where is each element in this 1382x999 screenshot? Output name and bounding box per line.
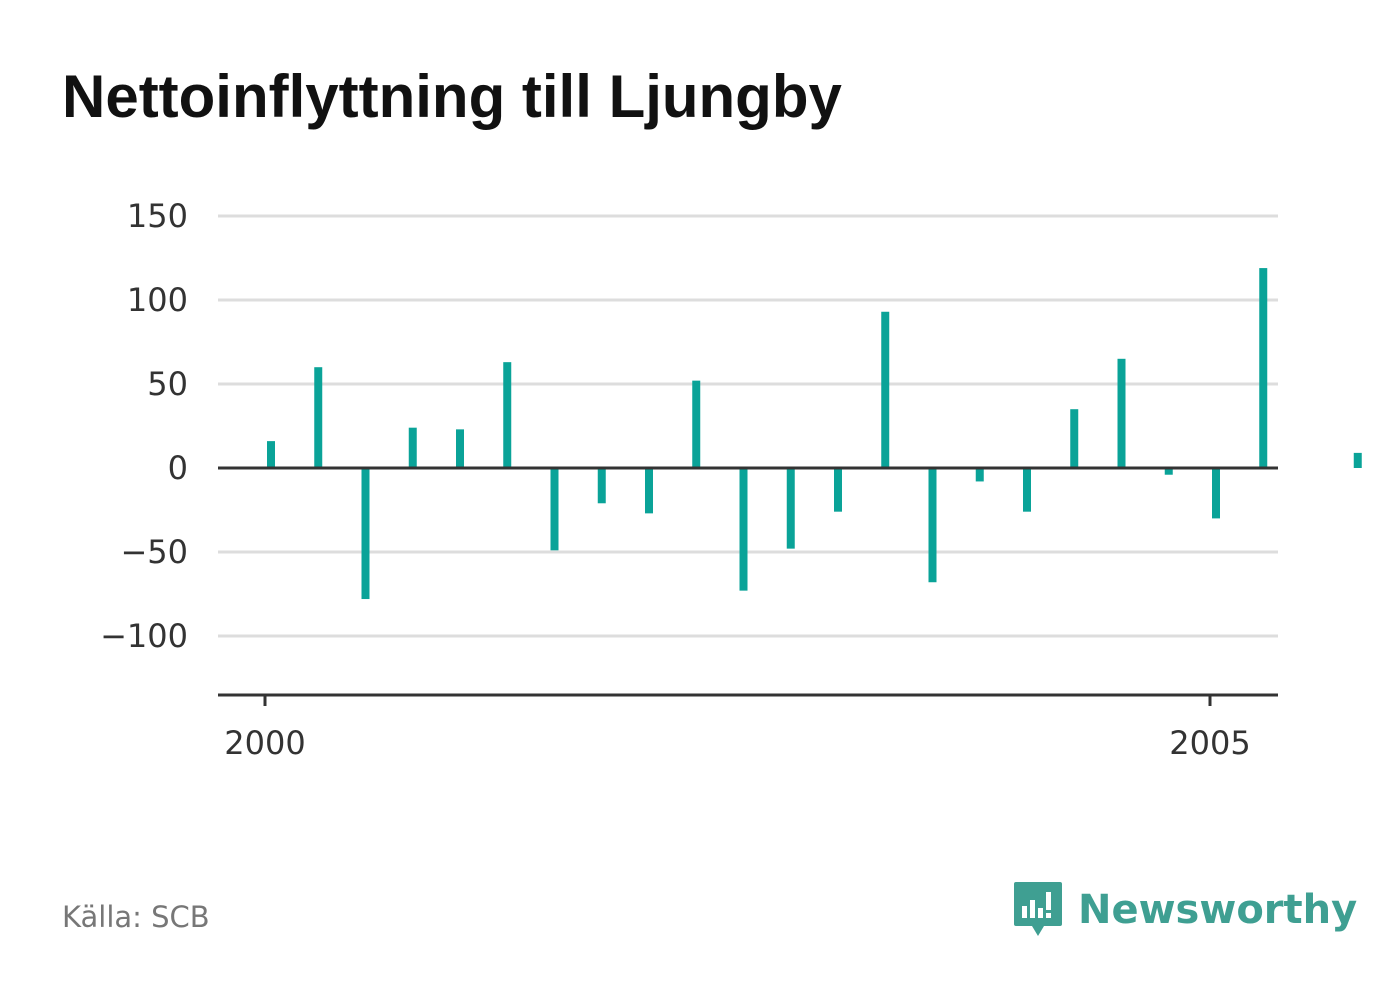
- bar: [550, 468, 559, 551]
- grid-lines: [218, 214, 1278, 638]
- brand-logo[interactable]: Newsworthy: [1012, 880, 1357, 940]
- bar: [267, 441, 275, 468]
- y-tick-label: 50: [147, 365, 188, 403]
- y-tick-label: 0: [168, 449, 188, 487]
- bar: [1023, 468, 1031, 512]
- bar: [1164, 468, 1173, 475]
- bar: [456, 429, 464, 468]
- chart-title: Nettoinflyttning till Ljungby: [62, 63, 842, 130]
- bar: [928, 468, 937, 583]
- bar: [503, 362, 512, 468]
- x-tick-label: 2005: [1169, 724, 1250, 762]
- bar: [739, 468, 748, 591]
- x-tick-label: 2000: [224, 724, 305, 762]
- y-tick-label: −50: [120, 533, 188, 571]
- source-note: Källa: SCB: [62, 900, 210, 934]
- y-tick-label: −100: [100, 617, 188, 655]
- bar: [1117, 358, 1126, 468]
- newsworthy-logo-icon: [1014, 882, 1062, 936]
- bar: [1070, 409, 1079, 468]
- y-tick-label: 100: [127, 281, 188, 319]
- bar: [361, 468, 370, 600]
- bar: [1212, 468, 1220, 519]
- bar: [1259, 268, 1268, 468]
- bar: [834, 468, 842, 512]
- bar: [314, 367, 323, 468]
- bar: [597, 468, 606, 504]
- bar: [645, 468, 653, 514]
- bar: [786, 468, 795, 549]
- bar: [1353, 452, 1362, 468]
- bar: [975, 468, 984, 482]
- brand-name: Newsworthy: [1078, 887, 1358, 933]
- axes: [218, 466, 1278, 706]
- bars: [267, 268, 1362, 600]
- y-tick-label: 150: [127, 197, 188, 235]
- bar: [408, 427, 417, 468]
- bar: [881, 311, 890, 468]
- bar: [692, 380, 701, 468]
